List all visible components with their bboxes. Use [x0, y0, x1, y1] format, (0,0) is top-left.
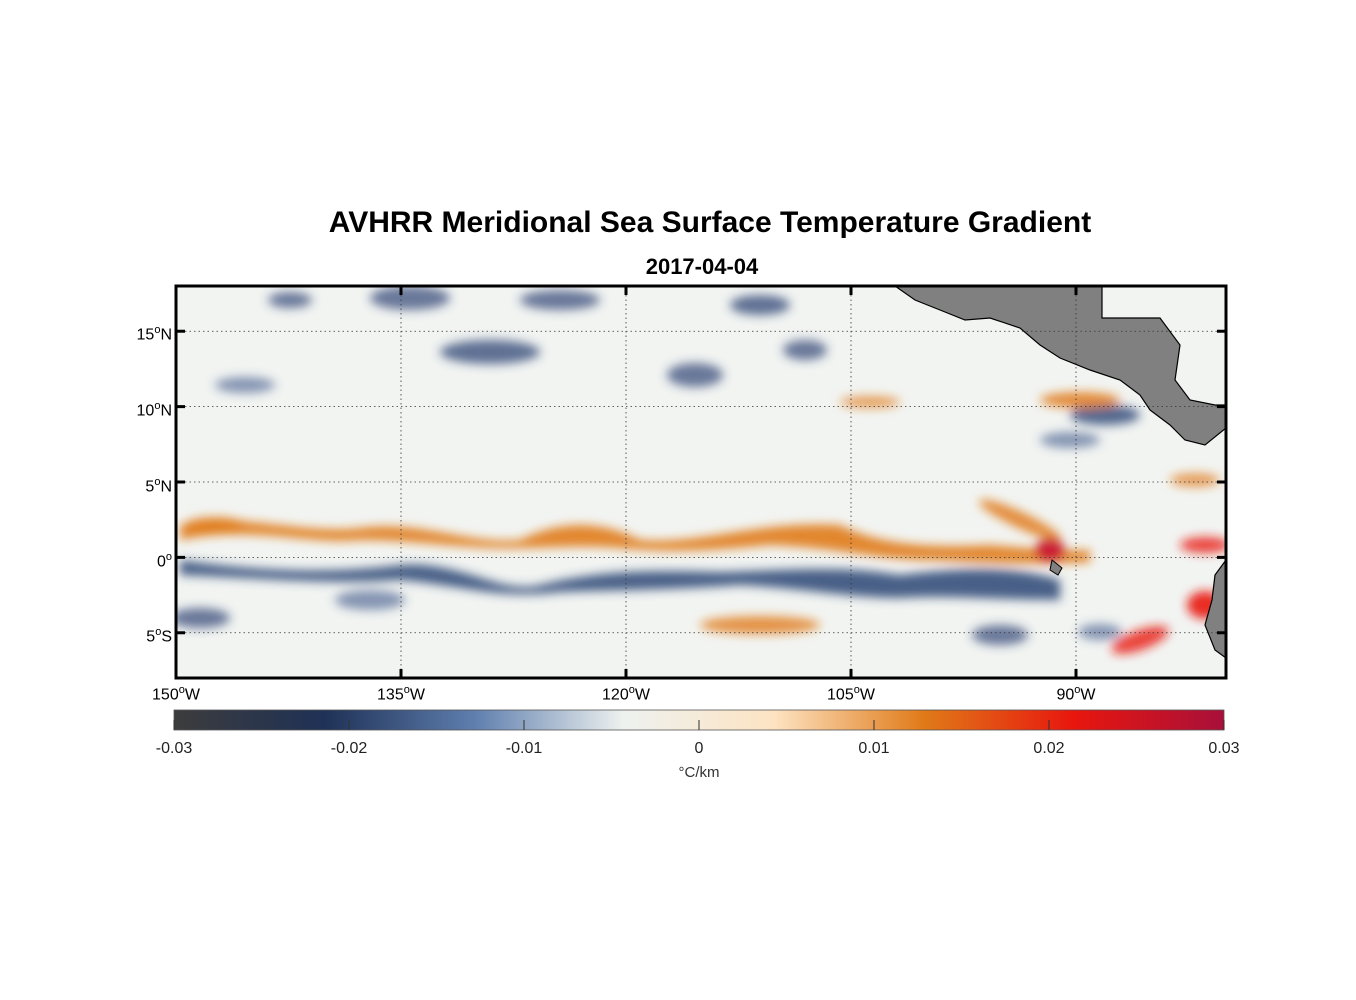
lat-label-10n: 10oN — [136, 400, 172, 420]
lon-label-135w: 135oW — [377, 684, 425, 704]
sst-gradient-field — [176, 286, 1226, 659]
colorbar-label: -0.01 — [505, 740, 543, 757]
land-central-america — [893, 286, 1226, 446]
lon-label-105w: 105oW — [827, 684, 875, 704]
lat-label-5n: 5oN — [145, 476, 172, 496]
colorbar-label: 0.01 — [858, 740, 890, 757]
colorbar-label: -0.02 — [330, 740, 368, 757]
cold-front-band — [180, 560, 1060, 600]
colorbar-label: 0.02 — [1033, 740, 1065, 757]
axis-ticks — [176, 286, 1226, 678]
lon-label-150w: 150oW — [152, 684, 200, 704]
colorbar-label: -0.03 — [155, 740, 193, 757]
map-subtitle: 2017-04-04 — [645, 254, 759, 279]
lon-label-90w: 90oW — [1056, 684, 1096, 704]
lat-label-15n: 15oN — [136, 324, 172, 344]
colorbar-ticks — [173, 720, 1225, 730]
colorbar-label: 0.03 — [1208, 740, 1240, 757]
colorbar-label: 0 — [694, 740, 704, 757]
land-galapagos — [1049, 559, 1063, 576]
lat-label-0: 0o — [156, 551, 172, 571]
lat-label-5s: 5oS — [146, 626, 172, 646]
map-title: AVHRR Meridional Sea Surface Temperature… — [328, 206, 1092, 239]
colorbar-unit: °C/km — [678, 764, 720, 781]
lon-label-120w: 120oW — [602, 684, 650, 704]
warm-front-band — [180, 520, 1090, 564]
